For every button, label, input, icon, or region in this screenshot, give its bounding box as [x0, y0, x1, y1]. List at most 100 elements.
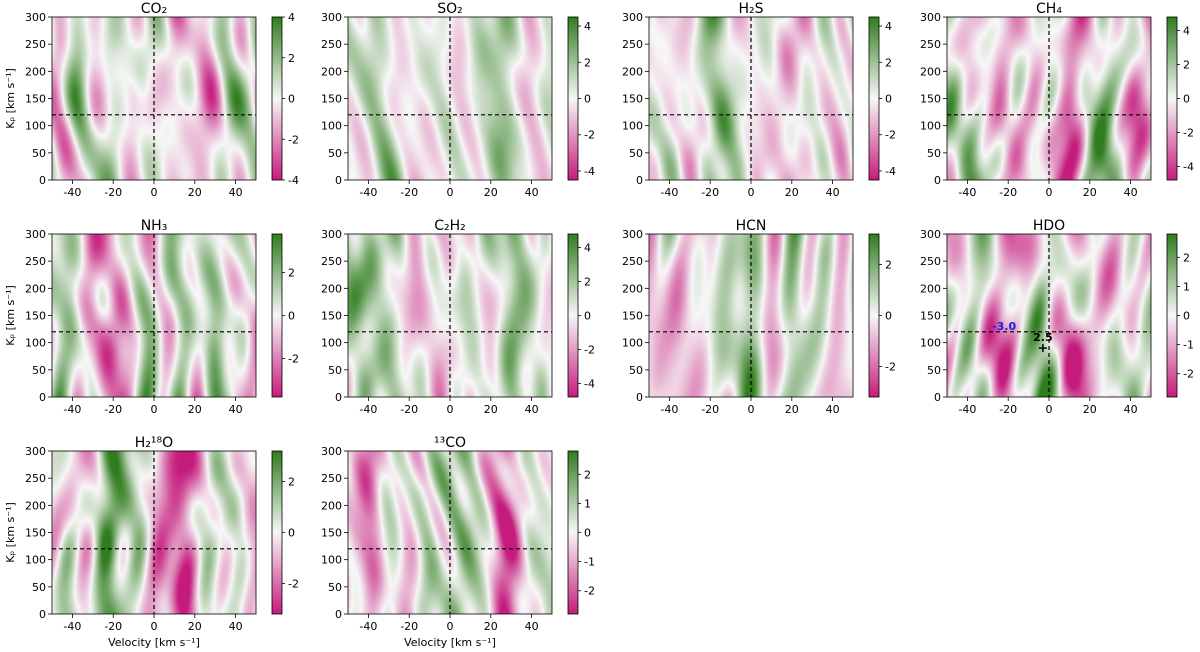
colorbar-tick-label: 0: [288, 93, 295, 106]
y-tick-label: 0: [335, 608, 342, 621]
y-tick-label: 150: [25, 527, 46, 540]
x-tick-label: 0: [151, 186, 158, 199]
colorbar: [868, 233, 880, 398]
y-tick-label: 0: [636, 174, 643, 187]
colorbar-tick-label: 2: [288, 476, 295, 489]
x-tick-label: 20: [188, 403, 202, 416]
x-tick-label: 20: [1083, 403, 1097, 416]
y-tick-label: 300: [321, 445, 342, 458]
colorbar-tick-label: 0: [584, 310, 591, 323]
x-tick-label: 40: [525, 403, 539, 416]
colorbar-tick-label: -4: [885, 165, 896, 178]
y-axis-label: Kₚ [km s⁻¹]: [4, 68, 17, 129]
y-tick-label: 50: [32, 364, 46, 377]
colorbar-tick-label: 2: [584, 468, 591, 481]
y-tick-label: 50: [629, 364, 643, 377]
y-tick-label: 200: [25, 499, 46, 512]
colorbar-tick-label: 0: [584, 93, 591, 106]
colorbar-tick-label: 0: [885, 93, 892, 106]
colorbar: [1166, 233, 1178, 398]
y-axis-label: Kₚ [km s⁻¹]: [4, 285, 17, 346]
y-tick-label: 300: [622, 228, 643, 241]
x-tick-label: 40: [229, 403, 243, 416]
y-tick-label: 50: [927, 147, 941, 160]
y-tick-label: 50: [32, 147, 46, 160]
y-tick-label: 0: [934, 391, 941, 404]
y-tick-label: 100: [321, 554, 342, 567]
colorbar-tick-label: -2: [1183, 126, 1194, 139]
colorbar-tick-label: -2: [584, 129, 595, 142]
colorbar-tick-label: -2: [288, 352, 299, 365]
x-tick-label: -40: [63, 403, 81, 416]
y-tick-label: 100: [25, 554, 46, 567]
colorbar-tick-label: 2: [885, 56, 892, 69]
y-tick-label: 100: [321, 337, 342, 350]
x-tick-label: -40: [660, 403, 678, 416]
colorbar-tick-label: -2: [584, 343, 595, 356]
x-tick-label: -40: [359, 186, 377, 199]
colorbar-tick-label: 4: [1183, 25, 1190, 38]
x-tick-label: 40: [229, 620, 243, 633]
y-tick-label: 300: [622, 11, 643, 24]
panel-title: CO₂: [141, 1, 167, 17]
x-tick-label: -40: [359, 620, 377, 633]
colorbar: [271, 233, 283, 398]
x-tick-label: 0: [151, 620, 158, 633]
y-tick-label: 150: [25, 310, 46, 323]
x-tick-label: -40: [359, 403, 377, 416]
colorbar-tick-label: 2: [288, 52, 295, 65]
panel-title: HDO: [1033, 218, 1065, 234]
x-tick-label: -20: [701, 403, 719, 416]
y-tick-label: 100: [25, 120, 46, 133]
colorbar-tick-label: -2: [584, 585, 595, 598]
y-tick-label: 50: [32, 581, 46, 594]
y-tick-label: 200: [25, 282, 46, 295]
colorbar: [1166, 16, 1178, 181]
y-tick-label: 150: [622, 93, 643, 106]
x-tick-label: -20: [400, 403, 418, 416]
x-tick-label: 20: [785, 403, 799, 416]
colorbar: [567, 233, 579, 398]
y-tick-label: 200: [920, 65, 941, 78]
y-tick-label: 0: [39, 391, 46, 404]
x-tick-label: 20: [785, 186, 799, 199]
y-tick-label: 0: [335, 391, 342, 404]
panel-title: CH₄: [1036, 1, 1062, 17]
colorbar-tick-label: 0: [584, 527, 591, 540]
colorbar-tick-label: 0: [1183, 310, 1190, 323]
y-tick-label: 150: [25, 93, 46, 106]
y-tick-label: 150: [321, 310, 342, 323]
x-tick-label: -20: [104, 403, 122, 416]
marker-label: 2.5: [1033, 331, 1053, 344]
colorbar-tick-label: -1: [584, 556, 595, 569]
x-tick-label: 0: [447, 403, 454, 416]
y-tick-label: 250: [25, 38, 46, 51]
y-tick-label: 150: [920, 93, 941, 106]
y-tick-label: 150: [920, 310, 941, 323]
x-tick-label: 20: [484, 186, 498, 199]
y-tick-label: 0: [39, 174, 46, 187]
y-tick-label: 200: [321, 499, 342, 512]
y-tick-label: 0: [335, 174, 342, 187]
y-tick-label: 250: [920, 38, 941, 51]
y-tick-label: 200: [622, 282, 643, 295]
colorbar-tick-label: 2: [584, 56, 591, 69]
colorbar: [271, 450, 283, 615]
colorbar-tick-label: 1: [1183, 280, 1190, 293]
y-tick-label: 0: [39, 608, 46, 621]
x-tick-label: -40: [63, 186, 81, 199]
y-tick-label: 200: [622, 65, 643, 78]
x-tick-label: 0: [447, 186, 454, 199]
y-tick-label: 50: [328, 581, 342, 594]
colorbar-tick-label: 2: [885, 259, 892, 272]
y-tick-label: 250: [321, 38, 342, 51]
y-tick-label: 150: [321, 527, 342, 540]
y-tick-label: 300: [920, 228, 941, 241]
y-tick-label: 300: [25, 445, 46, 458]
panel-title: SO₂: [437, 1, 463, 17]
colorbar-tick-label: 2: [1183, 59, 1190, 72]
